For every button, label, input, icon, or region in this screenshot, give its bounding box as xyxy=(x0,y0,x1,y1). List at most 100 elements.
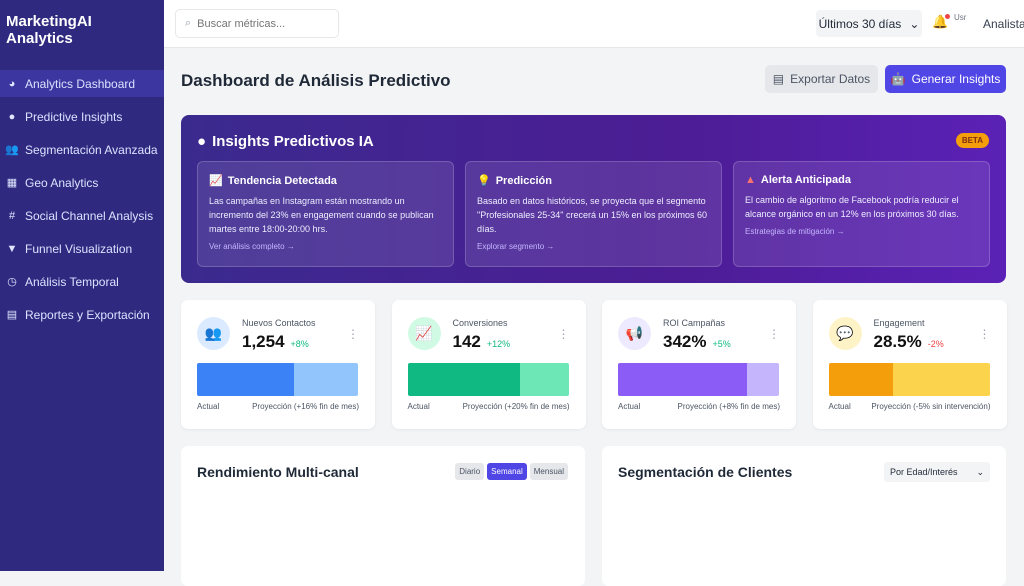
generate-insights-button[interactable]: 🤖 Generar Insights xyxy=(885,65,1006,93)
stat-icon: 📈 xyxy=(407,317,441,350)
actual-segment xyxy=(828,363,893,396)
insight-card: ▲ Alerta Anticipada El cambio de algoritmo… xyxy=(733,161,990,267)
insight-title: Alerta Anticipada xyxy=(760,174,851,186)
file-export-icon: ▤ xyxy=(772,72,785,86)
projection-label: Proyección (+20% fin de mes) xyxy=(462,402,570,411)
user-name[interactable]: Analista xyxy=(983,17,1024,31)
generate-label: Generar Insights xyxy=(911,72,1001,86)
select-value: Por Edad/Interés xyxy=(890,467,958,477)
sidebar-item[interactable]: # Social Channel Analysis xyxy=(0,202,164,229)
sidebar-item-label: Reportes y Exportación xyxy=(25,307,150,322)
sidebar-item[interactable]: 👥 Segmentación Avanzada xyxy=(0,136,164,163)
panel-title: Segmentación de Clientes xyxy=(618,464,793,480)
sidebar-item[interactable]: ◷ Análisis Temporal xyxy=(0,268,164,295)
projection-bar xyxy=(197,363,358,396)
sidebar: MarketingAI Analytics ◕ Analytics Dashboa… xyxy=(0,0,164,571)
date-range-value: Últimos 30 días xyxy=(818,16,902,31)
sidebar-item[interactable]: ● Predictive Insights xyxy=(0,103,164,130)
sidebar-item[interactable]: ▼ Funnel Visualization xyxy=(0,235,164,262)
insight-icon: 📈 xyxy=(209,175,223,187)
sidebar-nav: ◕ Analytics Dashboard ● Predictive Insights… xyxy=(0,70,164,328)
segmentation-select[interactable]: Por Edad/Interés ⌄ xyxy=(884,462,990,482)
sidebar-item-label: Social Channel Analysis xyxy=(25,208,154,223)
insight-link[interactable]: Explorar segmento → xyxy=(477,242,555,251)
stat-card: 💬 Engagement 28.5% -2% ⋮ Actual Proyección… xyxy=(812,300,1007,429)
insights-title: Insights Predictivos IA xyxy=(212,133,374,150)
avatar[interactable]: Usr xyxy=(954,13,967,22)
bell-icon[interactable]: 🔔 xyxy=(932,14,951,29)
actual-label: Actual xyxy=(828,402,851,411)
stat-label: Conversiones xyxy=(452,318,508,328)
segmentation-panel: Segmentación de Clientes Por Edad/Interé… xyxy=(602,446,1006,586)
nav-icon: ◷ xyxy=(7,276,17,288)
stat-card: 📢 ROI Campañas 342% +5% ⋮ Actual Proyecció… xyxy=(602,300,796,429)
stat-icon: 💬 xyxy=(828,317,862,350)
projection-label: Proyección (+16% fin de mes) xyxy=(252,402,359,411)
beta-badge: BETA xyxy=(955,133,989,148)
projection-label: Proyección (-5% sin intervención) xyxy=(871,402,991,411)
stat-change: +5% xyxy=(712,339,731,349)
projection-segment xyxy=(293,363,358,396)
projection-segment xyxy=(892,363,990,396)
page-title: Dashboard de Análisis Predictivo xyxy=(181,71,451,90)
period-tab[interactable]: Mensual xyxy=(529,463,568,480)
stat-value: 142 +12% xyxy=(453,332,511,352)
stat-icon: 📢 xyxy=(618,317,651,350)
nav-icon: # xyxy=(8,209,16,222)
period-tab[interactable]: Semanal xyxy=(487,463,527,480)
brain-icon: ● xyxy=(197,133,207,150)
period-tab[interactable]: Diario xyxy=(455,463,485,480)
more-options-icon[interactable]: ⋮ xyxy=(347,327,359,341)
projection-segment xyxy=(746,363,779,396)
insight-text: El cambio de algoritmo de Facebook podrí… xyxy=(745,195,959,219)
search-input[interactable] xyxy=(197,17,328,30)
stat-value: 1,254 +8% xyxy=(242,332,309,352)
more-options-icon[interactable]: ⋮ xyxy=(768,327,780,341)
insight-title: Predicción xyxy=(495,174,552,187)
stat-label: Engagement xyxy=(873,318,925,328)
nav-icon: 👥 xyxy=(5,144,19,156)
period-tabs: Diario Semanal Mensual xyxy=(455,463,568,480)
sidebar-item[interactable]: ◕ Analytics Dashboard xyxy=(0,70,164,97)
insights-banner: ● Insights Predictivos IA BETA 📈 Tendencia… xyxy=(181,115,1006,283)
stat-value: 342% +5% xyxy=(663,332,731,352)
insight-card: 📈 Tendencia Detectada Las campañas en Inst… xyxy=(197,161,454,267)
actual-label: Actual xyxy=(618,402,641,411)
more-options-icon[interactable]: ⋮ xyxy=(557,327,570,341)
date-range-select[interactable]: Últimos 30 días ⌄ xyxy=(816,10,922,37)
sidebar-item[interactable]: ▦ Geo Analytics xyxy=(0,169,164,196)
stat-icon: 👥 xyxy=(197,317,230,350)
actual-segment xyxy=(197,363,294,396)
chevron-down-icon: ⌄ xyxy=(976,466,984,477)
top-bar: ⌕ Últimos 30 días ⌄ 🔔 Usr Analista xyxy=(164,0,1024,48)
nav-icon: ▼ xyxy=(6,242,18,255)
export-label: Exportar Datos xyxy=(790,72,871,86)
projection-label: Proyección (+8% fin de mes) xyxy=(677,402,781,411)
nav-icon: ◕ xyxy=(8,77,16,90)
stat-number: 142 xyxy=(452,332,481,351)
insight-card: 💡 Predicción Basado en datos históricos, s… xyxy=(465,161,722,267)
stat-label: ROI Campañas xyxy=(663,318,726,328)
projection-bar xyxy=(828,363,990,396)
insight-link[interactable]: Estrategias de mitigación → xyxy=(745,227,845,236)
insight-icon: ▲ xyxy=(745,174,756,186)
insight-link[interactable]: Ver análisis completo → xyxy=(209,242,295,251)
multichannel-panel: Rendimiento Multi-canal Diario Semanal Men… xyxy=(181,446,585,586)
actual-segment xyxy=(618,363,747,396)
stat-card: 👥 Nuevos Contactos 1,254 +8% ⋮ Actual Proy… xyxy=(181,300,375,429)
sidebar-item-label: Análisis Temporal xyxy=(25,274,119,289)
stat-label: Nuevos Contactos xyxy=(242,318,316,328)
stat-value: 28.5% -2% xyxy=(874,332,944,352)
more-options-icon[interactable]: ⋮ xyxy=(978,327,991,341)
insight-title: Tendencia Detectada xyxy=(227,174,337,187)
stat-change: -2% xyxy=(927,339,944,349)
sidebar-item-label: Geo Analytics xyxy=(25,175,99,190)
stat-change: +12% xyxy=(486,339,511,349)
sidebar-item[interactable]: ▤ Reportes y Exportación xyxy=(0,301,164,328)
actual-label: Actual xyxy=(407,402,430,411)
search-box[interactable]: ⌕ xyxy=(175,9,339,38)
insight-text: Basado en datos históricos, se proyecta … xyxy=(477,196,708,234)
actual-label: Actual xyxy=(197,402,220,411)
stat-number: 28.5% xyxy=(873,332,922,351)
export-data-button[interactable]: ▤ Exportar Datos xyxy=(765,65,878,93)
